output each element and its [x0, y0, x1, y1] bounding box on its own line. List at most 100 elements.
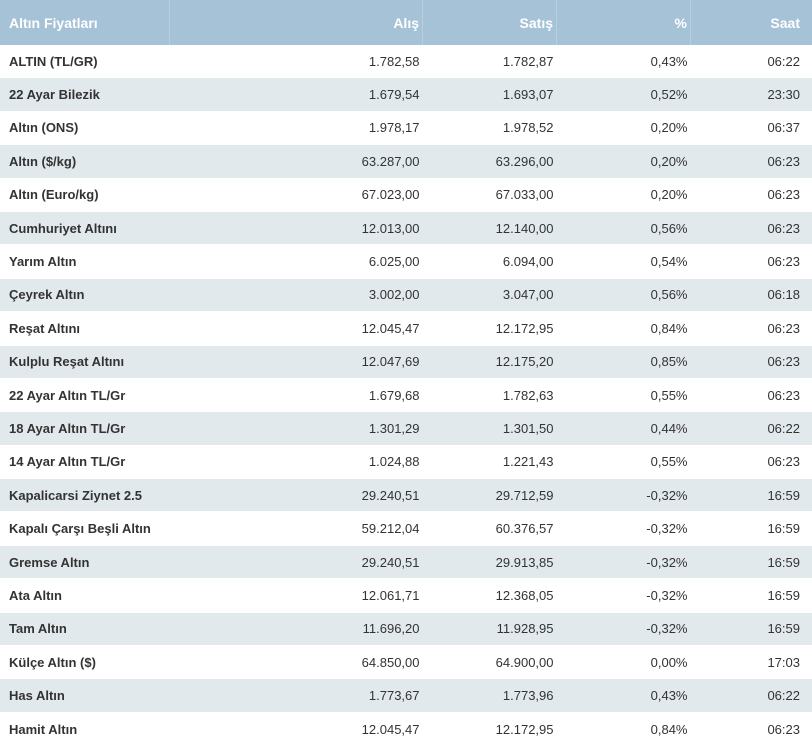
cell-name[interactable]: Altın (Euro/kg)	[0, 178, 170, 211]
cell-name[interactable]: Tam Altın	[0, 612, 170, 645]
cell-time: 06:23	[691, 378, 812, 411]
cell-buy: 3.002,00	[170, 278, 423, 311]
cell-name[interactable]: ALTIN (TL/GR)	[0, 45, 170, 78]
cell-buy: 12.047,69	[170, 345, 423, 378]
cell-pct: -0,32%	[557, 612, 691, 645]
cell-time: 06:23	[691, 245, 812, 278]
table-header: Altın Fiyatları Alış Satış % Saat	[0, 0, 812, 45]
cell-name[interactable]: 22 Ayar Altın TL/Gr	[0, 378, 170, 411]
header-buy[interactable]: Alış	[170, 0, 423, 45]
cell-sell: 29.712,59	[423, 479, 557, 512]
cell-sell: 12.140,00	[423, 211, 557, 244]
header-name[interactable]: Altın Fiyatları	[0, 0, 170, 45]
cell-name[interactable]: 18 Ayar Altın TL/Gr	[0, 412, 170, 445]
cell-time: 06:23	[691, 211, 812, 244]
cell-sell: 1.693,07	[423, 78, 557, 111]
cell-time: 06:23	[691, 312, 812, 345]
cell-buy: 1.301,29	[170, 412, 423, 445]
cell-name[interactable]: Altın (ONS)	[0, 111, 170, 144]
cell-buy: 29.240,51	[170, 479, 423, 512]
cell-sell: 1.301,50	[423, 412, 557, 445]
cell-name[interactable]: Kapalicarsi Ziynet 2.5	[0, 479, 170, 512]
cell-name[interactable]: Kapalı Çarşı Beşli Altın	[0, 512, 170, 545]
cell-pct: 0,20%	[557, 111, 691, 144]
cell-buy: 12.013,00	[170, 211, 423, 244]
cell-buy: 6.025,00	[170, 245, 423, 278]
cell-sell: 1.978,52	[423, 111, 557, 144]
cell-sell: 12.172,95	[423, 712, 557, 745]
cell-sell: 6.094,00	[423, 245, 557, 278]
cell-pct: 0,84%	[557, 712, 691, 745]
cell-sell: 64.900,00	[423, 646, 557, 679]
cell-time: 16:59	[691, 545, 812, 578]
cell-time: 16:59	[691, 512, 812, 545]
header-sell[interactable]: Satış	[423, 0, 557, 45]
cell-name[interactable]: Altın ($/kg)	[0, 145, 170, 178]
cell-buy: 1.978,17	[170, 111, 423, 144]
cell-sell: 1.221,43	[423, 445, 557, 478]
cell-pct: 0,20%	[557, 178, 691, 211]
cell-buy: 64.850,00	[170, 646, 423, 679]
cell-time: 06:23	[691, 445, 812, 478]
cell-sell: 12.368,05	[423, 579, 557, 612]
cell-buy: 1.773,67	[170, 679, 423, 712]
cell-time: 06:23	[691, 145, 812, 178]
cell-pct: 0,20%	[557, 145, 691, 178]
cell-name[interactable]: Reşat Altını	[0, 312, 170, 345]
cell-name[interactable]: 14 Ayar Altın TL/Gr	[0, 445, 170, 478]
cell-pct: 0,55%	[557, 445, 691, 478]
cell-name[interactable]: Ata Altın	[0, 579, 170, 612]
cell-pct: 0,43%	[557, 679, 691, 712]
cell-pct: -0,32%	[557, 545, 691, 578]
cell-pct: 0,54%	[557, 245, 691, 278]
cell-sell: 63.296,00	[423, 145, 557, 178]
cell-buy: 63.287,00	[170, 145, 423, 178]
cell-pct: -0,32%	[557, 479, 691, 512]
cell-name[interactable]: Çeyrek Altın	[0, 278, 170, 311]
header-time[interactable]: Saat	[691, 0, 812, 45]
cell-time: 23:30	[691, 78, 812, 111]
cell-name[interactable]: Külçe Altın ($)	[0, 646, 170, 679]
cell-name[interactable]: Gremse Altın	[0, 545, 170, 578]
cell-time: 06:22	[691, 412, 812, 445]
header-pct[interactable]: %	[557, 0, 691, 45]
cell-buy: 67.023,00	[170, 178, 423, 211]
cell-buy: 29.240,51	[170, 545, 423, 578]
cell-sell: 12.175,20	[423, 345, 557, 378]
cell-sell: 11.928,95	[423, 612, 557, 645]
cell-buy: 12.045,47	[170, 312, 423, 345]
cell-pct: 0,00%	[557, 646, 691, 679]
cell-name[interactable]: Has Altın	[0, 679, 170, 712]
header-row: Altın Fiyatları Alış Satış % Saat	[0, 0, 812, 45]
cell-buy: 1.782,58	[170, 45, 423, 78]
cell-buy: 59.212,04	[170, 512, 423, 545]
cell-buy: 12.045,47	[170, 712, 423, 745]
cell-name[interactable]: 22 Ayar Bilezik	[0, 78, 170, 111]
cell-sell: 12.172,95	[423, 312, 557, 345]
cell-pct: 0,85%	[557, 345, 691, 378]
cell-name[interactable]: Cumhuriyet Altını	[0, 211, 170, 244]
cell-name[interactable]: Hamit Altın	[0, 712, 170, 745]
cell-name[interactable]: Kulplu Reşat Altını	[0, 345, 170, 378]
cell-buy: 11.696,20	[170, 612, 423, 645]
cell-time: 06:22	[691, 45, 812, 78]
cell-buy: 1.024,88	[170, 445, 423, 478]
cell-pct: 0,43%	[557, 45, 691, 78]
cell-name[interactable]: Yarım Altın	[0, 245, 170, 278]
